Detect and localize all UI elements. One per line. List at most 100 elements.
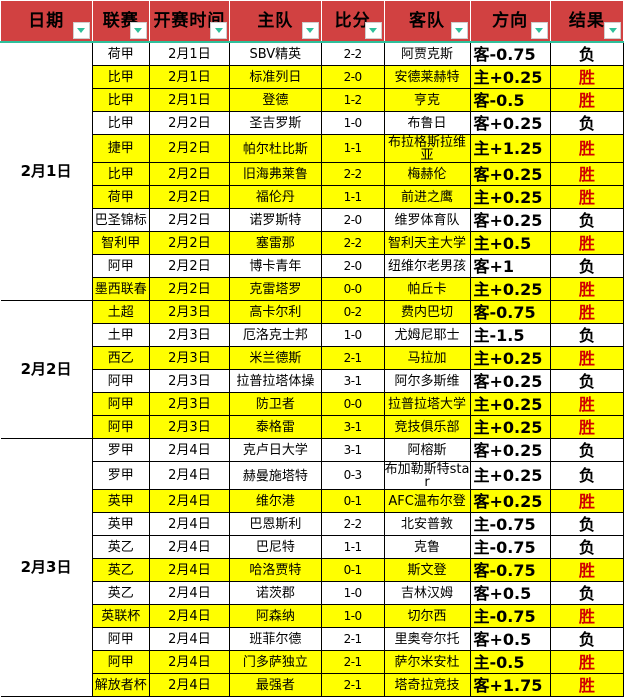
cell-kickoff-time: 2月4日	[148, 512, 231, 536]
cell-score: 2-0	[320, 254, 385, 278]
table-row[interactable]: 比甲 2月2日 圣吉罗斯 1-0 布鲁日 客+0.25 负	[1, 111, 624, 135]
cell-home-team: 标准列日	[229, 65, 322, 89]
table-row[interactable]: 英甲 2月4日 巴恩斯利 2-2 北安普敦 主-0.75 负	[1, 512, 624, 536]
cell-direction: 客+0.5	[469, 627, 551, 651]
cell-result: 胜	[549, 277, 624, 301]
cell-score: 0-1	[320, 489, 385, 513]
cell-result: 负	[549, 512, 624, 536]
cell-away-team: 克鲁	[383, 535, 471, 559]
cell-away-team: 布加勒斯特star	[383, 461, 471, 490]
column-header-kickoff-time[interactable]: 开赛时间	[148, 0, 231, 43]
filter-dropdown-icon[interactable]	[604, 22, 621, 39]
table-row[interactable]: 荷甲 2月2日 福伦丹 1-1 前进之鹰 主+0.25 胜	[1, 185, 624, 209]
cell-kickoff-time: 2月2日	[148, 162, 231, 186]
cell-result: 胜	[549, 162, 624, 186]
table-row[interactable]: 墨西联春 2月2日 克雷塔罗 0-0 帕丘卡 主+0.25 胜	[1, 277, 624, 301]
column-header-home-team[interactable]: 主队	[229, 0, 322, 43]
column-header-date[interactable]: 日期	[0, 0, 93, 43]
filter-dropdown-icon[interactable]	[129, 22, 147, 39]
cell-away-team: 维罗体育队	[383, 208, 471, 232]
cell-kickoff-time: 2月4日	[148, 558, 231, 582]
cell-result: 胜	[549, 604, 624, 628]
cell-away-team: 切尔西	[383, 604, 471, 628]
filter-dropdown-icon[interactable]	[530, 22, 548, 39]
table-row[interactable]: 罗甲 2月4日 赫曼施塔特 0-3 布加勒斯特star 主+0.25 负	[1, 461, 624, 490]
table-row[interactable]: 英乙 2月4日 巴尼特 1-1 克鲁 主-0.75 负	[1, 535, 624, 559]
cell-direction: 客+0.25	[469, 489, 551, 513]
cell-kickoff-time: 2月2日	[148, 134, 231, 163]
cell-home-team: 米兰德斯	[229, 346, 322, 370]
table-row[interactable]: 巴圣锦标 2月2日 诺罗斯特 2-0 维罗体育队 客+0.25 负	[1, 208, 624, 232]
filter-dropdown-icon[interactable]	[301, 22, 319, 39]
cell-home-team: 门多萨独立	[229, 650, 322, 674]
cell-direction: 主+0.5	[469, 231, 551, 255]
cell-score: 2-0	[320, 65, 385, 89]
column-header-result[interactable]: 结果	[549, 0, 624, 43]
cell-score: 1-0	[320, 111, 385, 135]
cell-kickoff-time: 2月3日	[148, 300, 231, 324]
table-row[interactable]: 阿甲 2月4日 门多萨独立 2-1 萨尔米安杜 主-0.5 胜	[1, 650, 624, 674]
cell-home-team: 哈洛贾特	[229, 558, 322, 582]
cell-league: 阿甲	[91, 627, 150, 651]
cell-result: 负	[549, 581, 624, 605]
table-row[interactable]: 2月3日 罗甲 2月4日 克卢日大学 3-1 阿榕斯 客+0.25 负	[0, 438, 624, 697]
cell-result: 胜	[549, 134, 624, 163]
table-row[interactable]: 2月2日 土超 2月3日 高卡尔利 0-2 费内巴切 客-0.75 胜	[0, 300, 624, 439]
cell-result: 负	[549, 535, 624, 559]
cell-direction: 客+0.5	[469, 581, 551, 605]
cell-result: 负	[549, 323, 624, 347]
cell-league: 比甲	[91, 65, 150, 89]
table-row[interactable]: 阿甲 2月4日 班菲尔德 2-1 里奥夸尔托 客+0.5 负	[1, 627, 624, 651]
table-row[interactable]: 阿甲 2月3日 防卫者 0-0 拉普拉塔大学 主+0.25 胜	[1, 392, 624, 416]
filter-dropdown-icon[interactable]	[72, 22, 90, 39]
cell-league: 英甲	[91, 489, 150, 513]
table-row[interactable]: 智利甲 2月2日 塞雷那 2-2 智利天主大学 主+0.5 胜	[1, 231, 624, 255]
cell-league: 英联杯	[91, 604, 150, 628]
filter-dropdown-icon[interactable]	[450, 22, 468, 39]
cell-score: 3-1	[320, 369, 385, 393]
table-row[interactable]: 土甲 2月3日 厄洛克士邦 1-0 尤姆尼耶士 主-1.5 负	[1, 323, 624, 347]
filter-dropdown-icon[interactable]	[210, 22, 228, 39]
table-body: 2月1日 荷甲 2月1日 SBV精英 2-2 阿贾克斯 客-0.75 负比甲 2月1日 标准列日 2…	[0, 41, 624, 697]
cell-direction: 客+1.75	[469, 673, 551, 697]
column-header-direction[interactable]: 方向	[469, 0, 551, 43]
cell-home-team: 塞雷那	[229, 231, 322, 255]
table-row[interactable]: 西乙 2月3日 米兰德斯 2-1 马拉加 主+0.25 胜	[1, 346, 624, 370]
cell-league: 比甲	[91, 88, 150, 112]
table-row[interactable]: 比甲 2月1日 登德 1-2 亨克 客-0.5 胜	[1, 88, 624, 112]
column-header-score[interactable]: 比分	[320, 0, 385, 43]
table-row[interactable]: 阿甲 2月3日 泰格雷 3-1 竞技俱乐部 主+0.25 胜	[1, 415, 624, 439]
column-header-label: 比分	[334, 11, 371, 31]
cell-league: 罗甲	[91, 461, 150, 490]
cell-league: 比甲	[91, 111, 150, 135]
cell-away-team: 吉林汉姆	[383, 581, 471, 605]
table-row[interactable]: 解放者杯 2月4日 最强者 2-1 塔奇拉竞技 客+1.75 胜	[1, 673, 624, 697]
table-row[interactable]: 英联杯 2月4日 阿森纳 1-0 切尔西 主-0.75 胜	[1, 604, 624, 628]
column-header-label: 联赛	[102, 11, 139, 31]
cell-direction: 客+0.25	[469, 111, 551, 135]
cell-score: 2-0	[320, 208, 385, 232]
cell-kickoff-time: 2月4日	[148, 627, 231, 651]
table-row[interactable]: 捷甲 2月2日 帕尔杜比斯 1-1 布拉格斯拉维亚 主+1.25 胜	[1, 134, 624, 163]
cell-away-team: 竞技俱乐部	[383, 415, 471, 439]
table-row[interactable]: 英乙 2月4日 诺茨郡 1-0 吉林汉姆 客+0.5 负	[1, 581, 624, 605]
cell-score: 2-1	[320, 627, 385, 651]
table-row[interactable]: 英甲 2月4日 维尔港 0-1 AFC温布尔登 客+0.25 胜	[1, 489, 624, 513]
table-row[interactable]: 阿甲 2月2日 博卡青年 2-0 纽维尔老男孩 客+1 负	[1, 254, 624, 278]
cell-kickoff-time: 2月4日	[148, 438, 231, 462]
cell-kickoff-time: 2月1日	[148, 88, 231, 112]
cell-home-team: 高卡尔利	[229, 300, 322, 324]
table-row[interactable]: 比甲 2月2日 旧海弗莱鲁 2-2 梅赫伦 客+0.25 胜	[1, 162, 624, 186]
cell-home-team: 厄洛克士邦	[229, 323, 322, 347]
column-header-league[interactable]: 联赛	[91, 0, 150, 43]
table-row[interactable]: 2月1日 荷甲 2月1日 SBV精英 2-2 阿贾克斯 客-0.75 负	[0, 41, 624, 301]
table-row[interactable]: 阿甲 2月3日 拉普拉塔体操 3-1 阿尔多斯维 客+0.25 负	[1, 369, 624, 393]
cell-result: 胜	[549, 489, 624, 513]
filter-dropdown-icon[interactable]	[364, 22, 382, 39]
cell-kickoff-time: 2月2日	[148, 208, 231, 232]
cell-result: 胜	[549, 346, 624, 370]
cell-score: 1-1	[320, 535, 385, 559]
column-header-away-team[interactable]: 客队	[383, 0, 471, 43]
table-row[interactable]: 英乙 2月4日 哈洛贾特 0-1 斯文登 客-0.75 胜	[1, 558, 624, 582]
table-row[interactable]: 比甲 2月1日 标准列日 2-0 安德莱赫特 主+0.25 胜	[1, 65, 624, 89]
